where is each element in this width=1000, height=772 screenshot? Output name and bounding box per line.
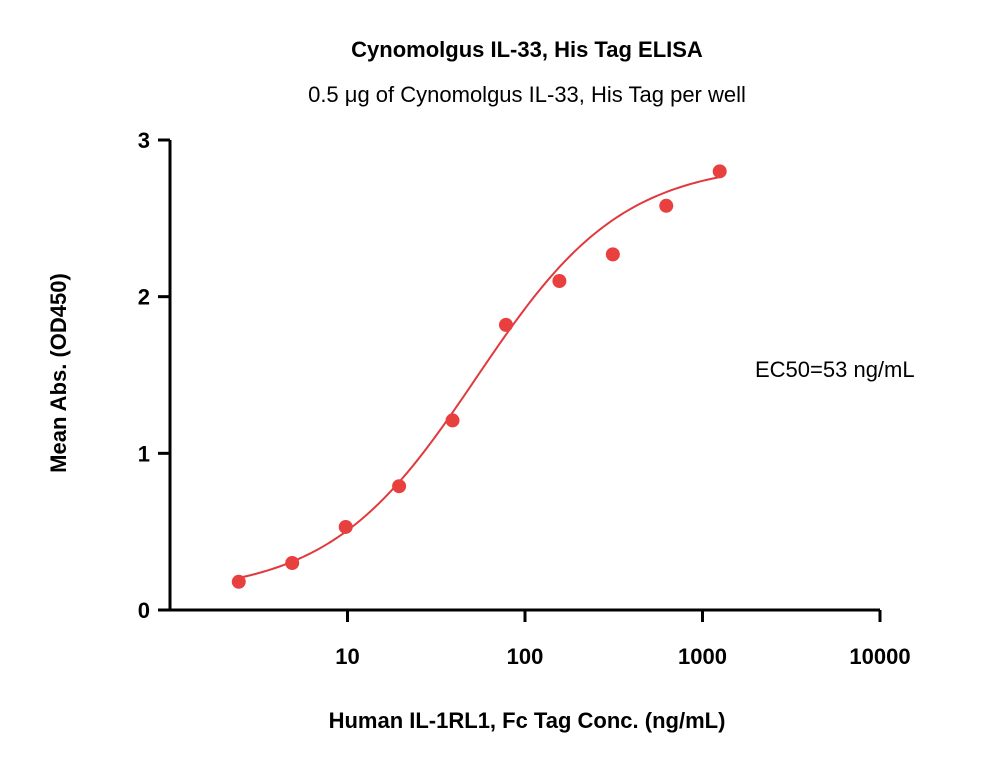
data-point xyxy=(392,479,407,494)
chart-title: Cynomolgus IL-33, His Tag ELISA xyxy=(351,37,703,62)
y-axis-label: Mean Abs. (OD450) xyxy=(46,273,71,473)
x-tick-label: 100 xyxy=(507,644,544,669)
data-point xyxy=(285,556,300,570)
chart-subtitle: 0.5 μg of Cynomolgus IL-33, His Tag per … xyxy=(308,82,746,107)
data-point xyxy=(338,519,353,534)
data-point xyxy=(445,413,460,428)
y-tick-label: 3 xyxy=(138,128,150,153)
y-tick-label: 1 xyxy=(138,441,150,466)
y-tick-label: 0 xyxy=(138,598,150,623)
y-tick-label: 2 xyxy=(138,285,150,310)
x-axis-label: Human IL-1RL1, Fc Tag Conc. (ng/mL) xyxy=(329,708,726,733)
data-point xyxy=(659,198,674,213)
data-point xyxy=(498,317,513,332)
data-point xyxy=(712,164,727,179)
plot-area: 0 1 2 3 10 100 1000 10000 xyxy=(138,128,911,669)
fit-curve xyxy=(238,176,720,579)
x-tick-label: 1000 xyxy=(678,644,727,669)
ec50-annotation: EC50=53 ng/mL xyxy=(755,357,915,382)
x-tick-label: 10000 xyxy=(849,644,910,669)
data-point xyxy=(231,574,246,589)
data-point xyxy=(552,274,567,288)
x-tick-label: 10 xyxy=(335,644,359,669)
data-point xyxy=(605,247,620,262)
